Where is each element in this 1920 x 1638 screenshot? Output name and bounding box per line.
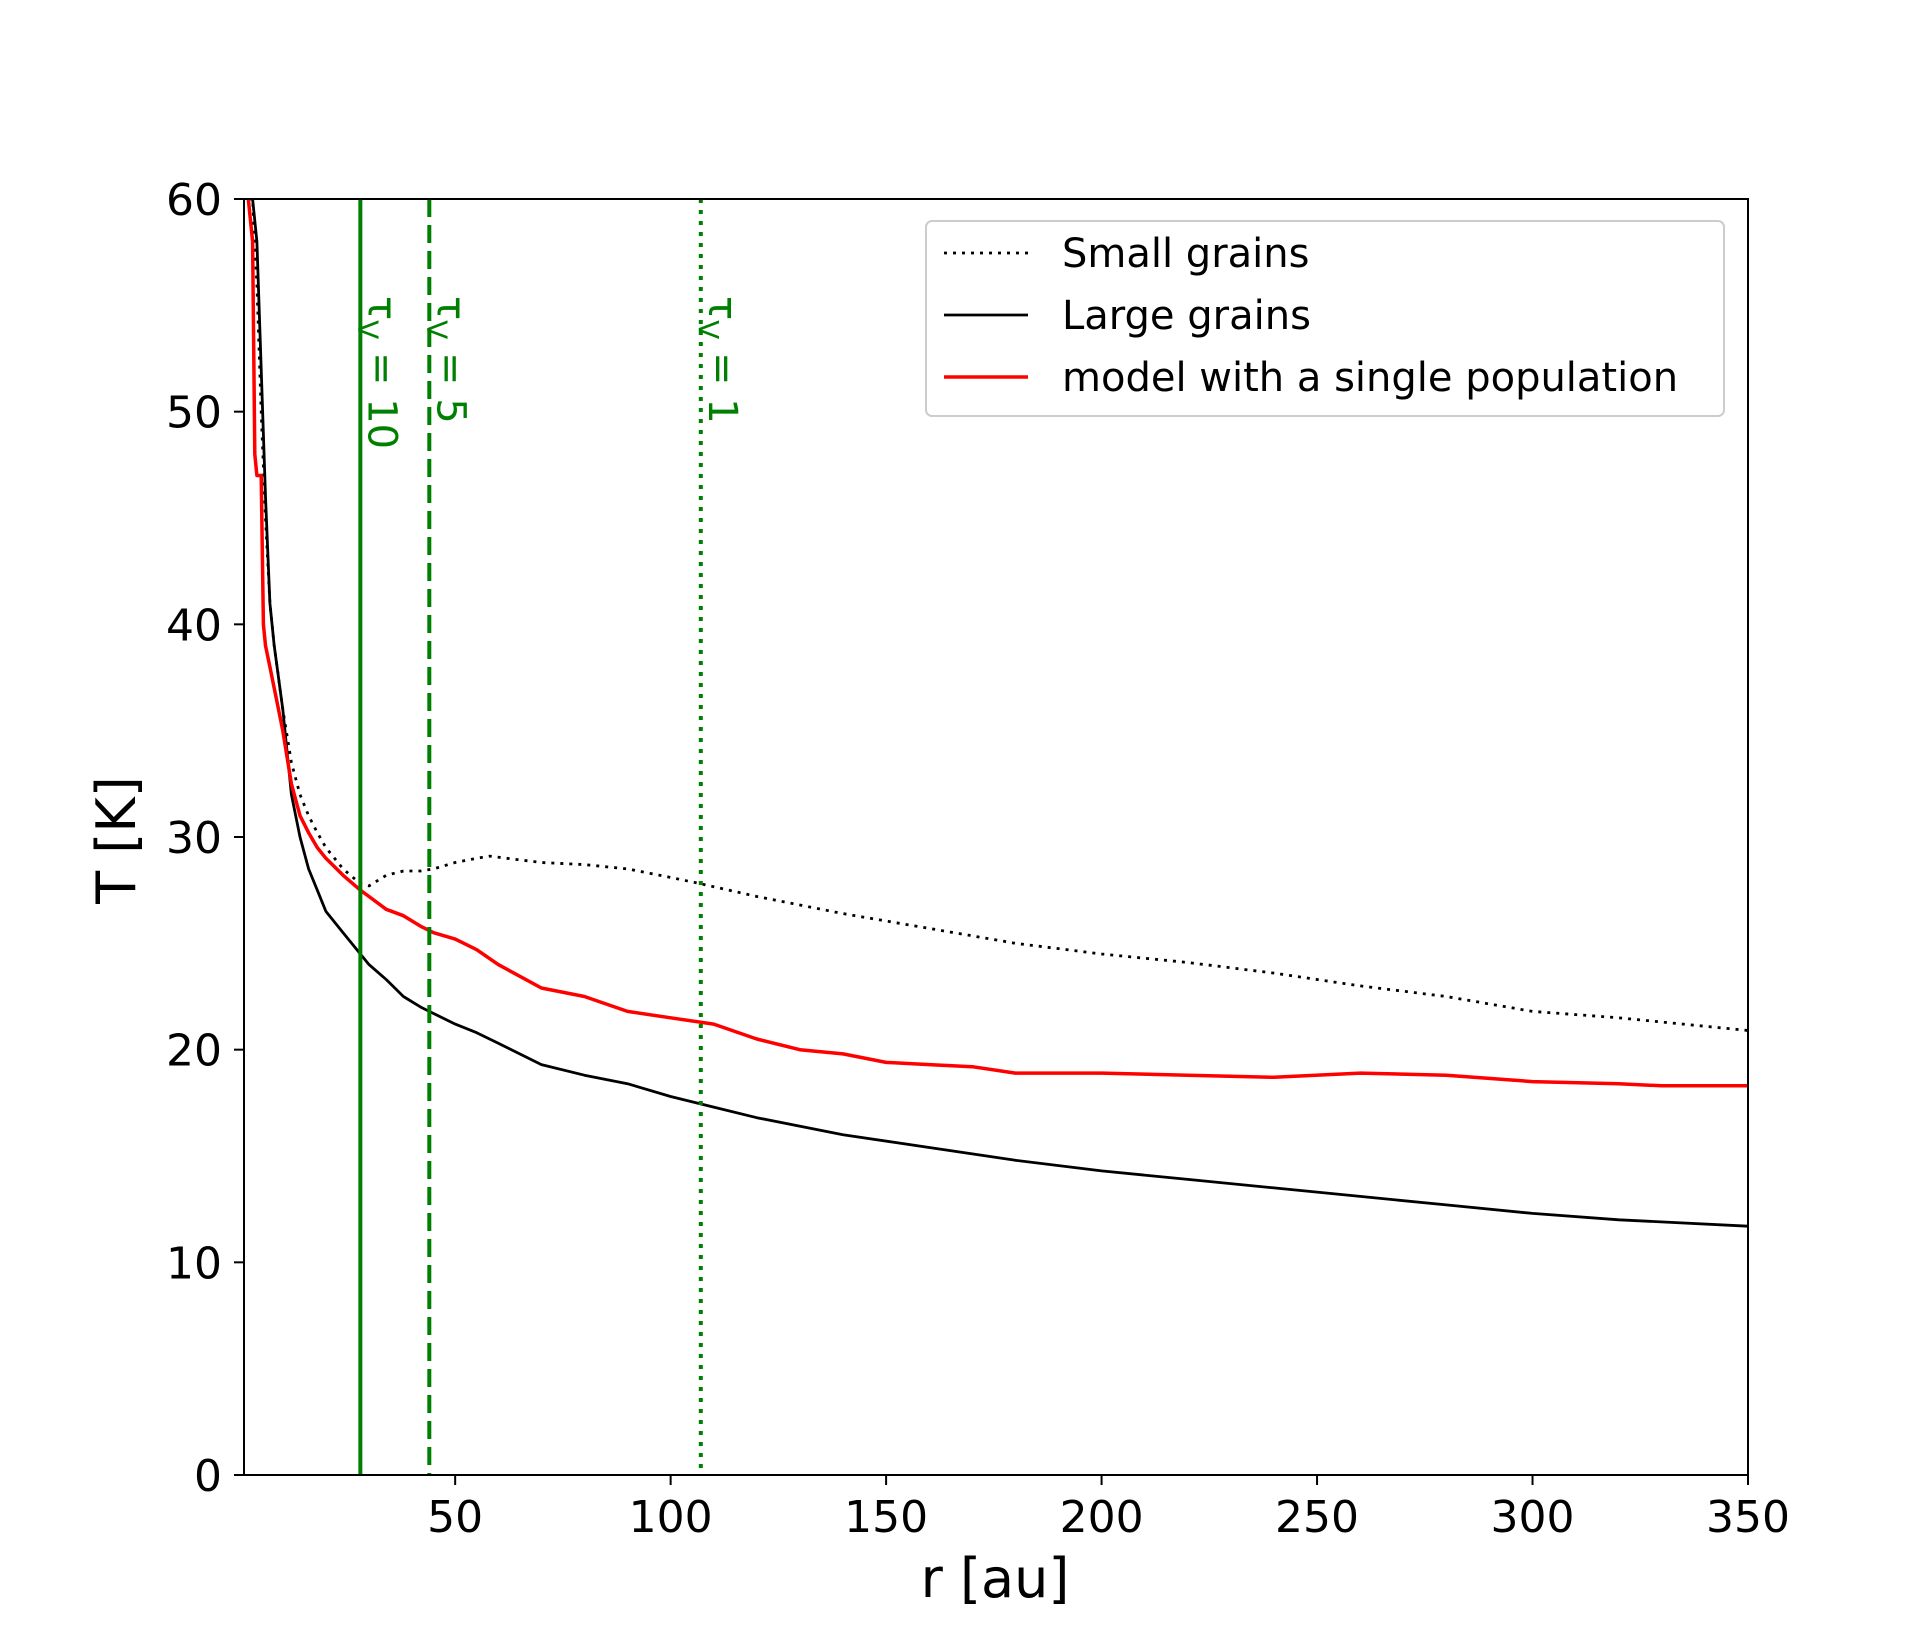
legend-label-1: Small grains bbox=[1062, 231, 1309, 277]
y-tick-label: 10 bbox=[166, 1238, 222, 1289]
x-tick-label: 300 bbox=[1491, 1492, 1575, 1543]
y-tick-label: 60 bbox=[166, 175, 222, 226]
tau-label-2: τV = 5 bbox=[420, 296, 473, 424]
tau-label-3: τV = 1 bbox=[692, 296, 745, 424]
legend-label-3: model with a single population bbox=[1062, 355, 1678, 401]
x-tick-label: 350 bbox=[1706, 1492, 1790, 1543]
x-tick-label: 250 bbox=[1275, 1492, 1359, 1543]
x-tick-label: 50 bbox=[427, 1492, 483, 1543]
y-axis-label: T [K] bbox=[85, 776, 148, 905]
series-line-1 bbox=[248, 199, 1748, 1032]
legend-box bbox=[925, 220, 1725, 417]
x-tick-label: 100 bbox=[629, 1492, 713, 1543]
x-tick-label: 200 bbox=[1060, 1492, 1144, 1543]
y-tick-label: 50 bbox=[166, 388, 222, 439]
x-axis-label: r [au] bbox=[921, 1547, 1070, 1610]
series-line-2 bbox=[248, 199, 1748, 1228]
y-tick-label: 20 bbox=[166, 1026, 222, 1077]
tau-label-1: τV = 10 bbox=[351, 296, 404, 449]
series-line-3 bbox=[246, 199, 1748, 1088]
axes: 50 100 150 200 250 300 350 0 10 20 30 40 50 60 bbox=[166, 175, 1790, 1543]
legend-label-2: Large grains bbox=[1062, 293, 1311, 339]
x-tick-label: 150 bbox=[844, 1492, 928, 1543]
y-tick-label: 0 bbox=[194, 1451, 222, 1502]
y-tick-label: 40 bbox=[166, 600, 222, 651]
y-tick-label: 30 bbox=[166, 813, 222, 864]
plot-area bbox=[246, 199, 1748, 1228]
legend: Small grains Large grains model with a sin… bbox=[925, 220, 1725, 417]
optical-depth-lines: τV = 10 τV = 5 τV = 1 bbox=[351, 199, 745, 1475]
